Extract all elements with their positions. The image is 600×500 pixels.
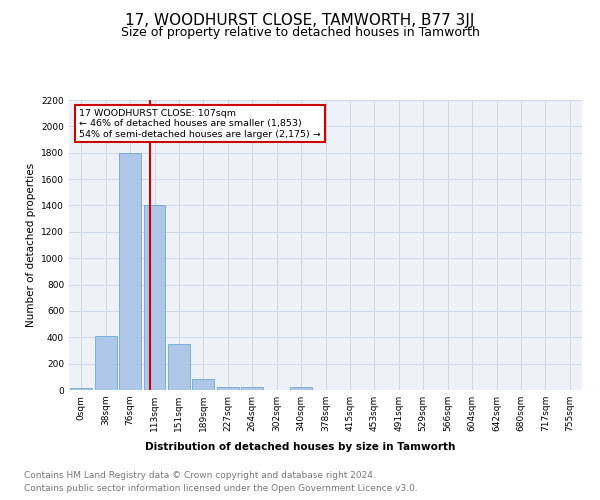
Text: 17 WOODHURST CLOSE: 107sqm
← 46% of detached houses are smaller (1,853)
54% of s: 17 WOODHURST CLOSE: 107sqm ← 46% of deta… (79, 108, 321, 138)
Bar (290, 386, 312, 390)
Bar (193, 380, 214, 390)
Bar (119, 152, 141, 390)
Text: Size of property relative to detached houses in Tamworth: Size of property relative to detached ho… (121, 26, 479, 39)
Bar (168, 344, 190, 390)
Bar (241, 386, 263, 390)
Bar (70, 388, 92, 390)
Y-axis label: Number of detached properties: Number of detached properties (26, 163, 35, 327)
Bar (217, 386, 239, 390)
Text: Distribution of detached houses by size in Tamworth: Distribution of detached houses by size … (145, 442, 455, 452)
Bar (95, 336, 116, 390)
Text: Contains public sector information licensed under the Open Government Licence v3: Contains public sector information licen… (24, 484, 418, 493)
Text: 17, WOODHURST CLOSE, TAMWORTH, B77 3JJ: 17, WOODHURST CLOSE, TAMWORTH, B77 3JJ (125, 12, 475, 28)
Bar (143, 206, 166, 390)
Text: Contains HM Land Registry data © Crown copyright and database right 2024.: Contains HM Land Registry data © Crown c… (24, 471, 376, 480)
